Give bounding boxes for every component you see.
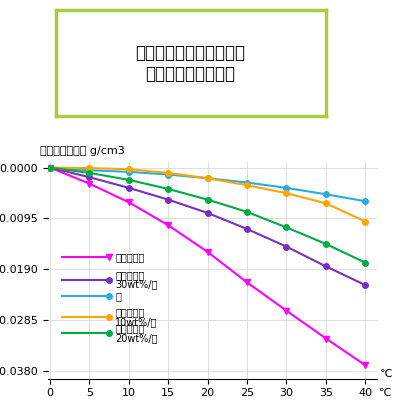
Text: 温度による密度の変化量
（丸小ビーズ換算）: 温度による密度の変化量 （丸小ビーズ換算） xyxy=(135,44,246,83)
Text: エタノール: エタノール xyxy=(116,253,145,262)
Text: １めもり１個分 g/cm3: １めもり１個分 g/cm3 xyxy=(40,146,124,156)
Text: エタノール
10wt%/水: エタノール 10wt%/水 xyxy=(116,307,158,327)
Text: 水: 水 xyxy=(116,291,121,301)
Text: エタノール
30wt%/水: エタノール 30wt%/水 xyxy=(116,270,158,290)
Text: ℃: ℃ xyxy=(379,388,391,398)
Text: エタノール
20wt%/水: エタノール 20wt%/水 xyxy=(116,324,158,343)
Text: ℃: ℃ xyxy=(380,369,392,379)
